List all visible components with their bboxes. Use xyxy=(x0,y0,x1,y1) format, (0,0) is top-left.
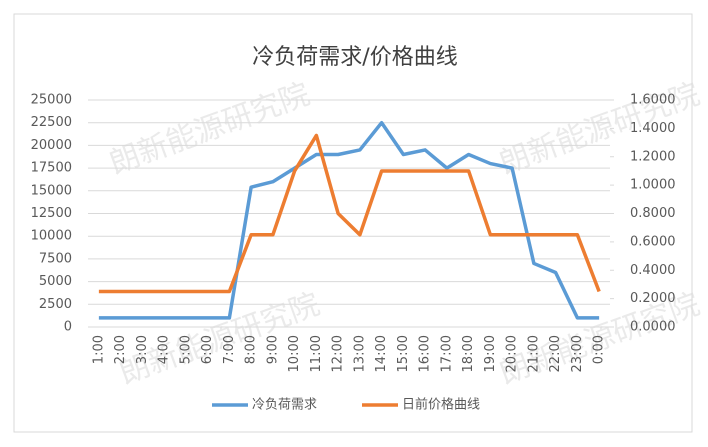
y-tick-label: 17500 xyxy=(31,161,72,176)
x-tick-label: 10:00 xyxy=(287,335,302,372)
x-tick-label: 8:00 xyxy=(244,335,259,364)
x-tick-label: 21:00 xyxy=(526,335,541,372)
y2-tick-label: 0.6000 xyxy=(630,234,676,249)
x-tick-label: 20:00 xyxy=(505,335,520,372)
y-tick-label: 7500 xyxy=(39,251,72,266)
x-tick-label: 9:00 xyxy=(265,335,280,364)
y2-tick-label: 1.2000 xyxy=(630,149,676,164)
x-tick-label: 14:00 xyxy=(374,335,389,372)
x-tick-label: 0:00 xyxy=(592,335,607,364)
y-tick-label: 20000 xyxy=(31,138,72,153)
x-tick-label: 23:00 xyxy=(570,335,585,372)
legend-label: 日前价格曲线 xyxy=(402,397,480,413)
y-tick-label: 10000 xyxy=(31,229,72,244)
y-tick-label: 22500 xyxy=(31,115,72,130)
x-tick-label: 4:00 xyxy=(157,335,172,364)
y-tick-label: 0 xyxy=(64,320,72,335)
y-tick-label: 15000 xyxy=(31,183,72,198)
y2-tick-label: 1.6000 xyxy=(630,93,676,108)
y-tick-label: 2500 xyxy=(39,297,72,312)
y-tick-label: 5000 xyxy=(39,274,72,289)
chart-title: 冷负荷需求/价格曲线 xyxy=(252,45,457,70)
x-tick-label: 15:00 xyxy=(396,335,411,372)
chart-frame xyxy=(13,13,693,433)
y-tick-label: 12500 xyxy=(31,206,72,221)
x-tick-label: 18:00 xyxy=(461,335,476,372)
y2-tick-label: 0.0000 xyxy=(630,320,676,335)
y-tick-label: 25000 xyxy=(31,93,72,108)
y2-tick-label: 1.4000 xyxy=(630,121,676,136)
legend-label: 冷负荷需求 xyxy=(252,398,317,413)
x-tick-label: 5:00 xyxy=(178,335,193,364)
x-tick-label: 3:00 xyxy=(135,335,150,364)
x-tick-label: 11:00 xyxy=(309,335,324,372)
x-tick-label: 1:00 xyxy=(91,335,106,364)
x-tick-label: 12:00 xyxy=(331,335,346,372)
y2-tick-label: 0.2000 xyxy=(630,291,676,306)
x-tick-label: 16:00 xyxy=(418,335,433,372)
series-line xyxy=(98,120,600,320)
x-tick-label: 2:00 xyxy=(113,335,128,364)
x-tick-label: 19:00 xyxy=(483,335,498,372)
x-tick-label: 22:00 xyxy=(548,335,563,372)
x-tick-label: 13:00 xyxy=(352,335,367,372)
x-tick-label: 7:00 xyxy=(222,335,237,364)
x-tick-label: 6:00 xyxy=(200,335,215,364)
series-line xyxy=(98,133,601,294)
y2-tick-label: 0.8000 xyxy=(630,206,676,221)
y2-tick-label: 0.4000 xyxy=(630,263,676,278)
y2-tick-label: 1.0000 xyxy=(630,178,676,193)
x-tick-label: 17:00 xyxy=(439,335,454,372)
